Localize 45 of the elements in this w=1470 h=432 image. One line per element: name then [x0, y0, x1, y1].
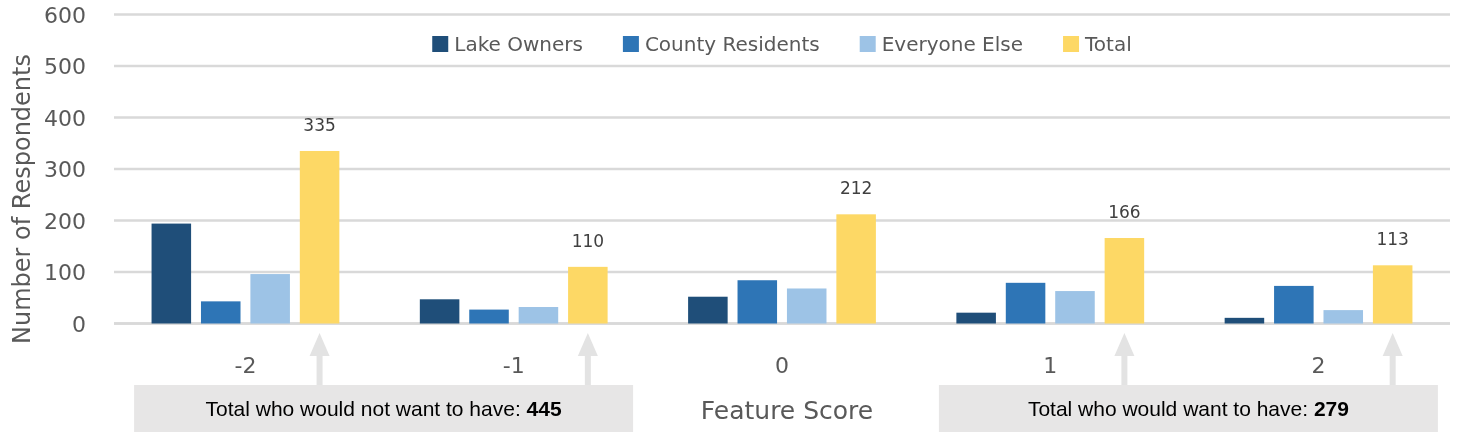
legend-label: Lake Owners [454, 32, 583, 56]
y-tick-label: 0 [72, 311, 86, 337]
note-box: Total who would not want to have: 445 [134, 385, 634, 432]
x-tick-label: -2 [234, 353, 257, 379]
bar [786, 288, 827, 324]
legend-label: Everyone Else [881, 32, 1024, 56]
legend-label: Total [1084, 32, 1132, 56]
data-label: 166 [1108, 202, 1141, 223]
y-axis-title: Number of Respondents [8, 54, 36, 344]
bar [956, 312, 996, 324]
bar [568, 266, 608, 324]
bar [1323, 310, 1364, 324]
y-tick-label: 500 [44, 54, 86, 80]
legend-label: County Residents [644, 32, 820, 56]
data-label: 212 [839, 178, 873, 199]
y-tick-label: 300 [44, 157, 86, 183]
bar [688, 296, 728, 324]
y-tick-label: 200 [44, 208, 86, 234]
note-box: Total who would want to have: 279 [938, 385, 1438, 432]
bar [1274, 285, 1314, 324]
data-label: 335 [303, 114, 336, 135]
x-axis-title: Feature Score [700, 395, 874, 425]
bar [1104, 238, 1145, 324]
bar [1224, 317, 1265, 324]
y-tick-label: 400 [44, 105, 86, 131]
y-tick-label: 600 [44, 2, 86, 28]
bar [469, 309, 509, 324]
bar [518, 307, 559, 324]
bar [419, 299, 460, 324]
bar [1372, 265, 1413, 324]
bar [737, 280, 778, 324]
data-label: 113 [1376, 229, 1409, 250]
bar [836, 214, 876, 324]
bar [200, 301, 241, 324]
y-tick-label: 100 [44, 260, 86, 286]
x-tick-label: 2 [1311, 353, 1326, 379]
bar [299, 150, 340, 324]
bar [151, 223, 192, 324]
x-tick-label: 0 [775, 353, 789, 379]
bar [1005, 282, 1046, 324]
x-tick-label: 1 [1043, 353, 1058, 379]
x-tick-label: -1 [502, 353, 525, 379]
bar [1055, 291, 1095, 324]
data-label: 110 [571, 230, 605, 251]
bar [250, 274, 290, 324]
